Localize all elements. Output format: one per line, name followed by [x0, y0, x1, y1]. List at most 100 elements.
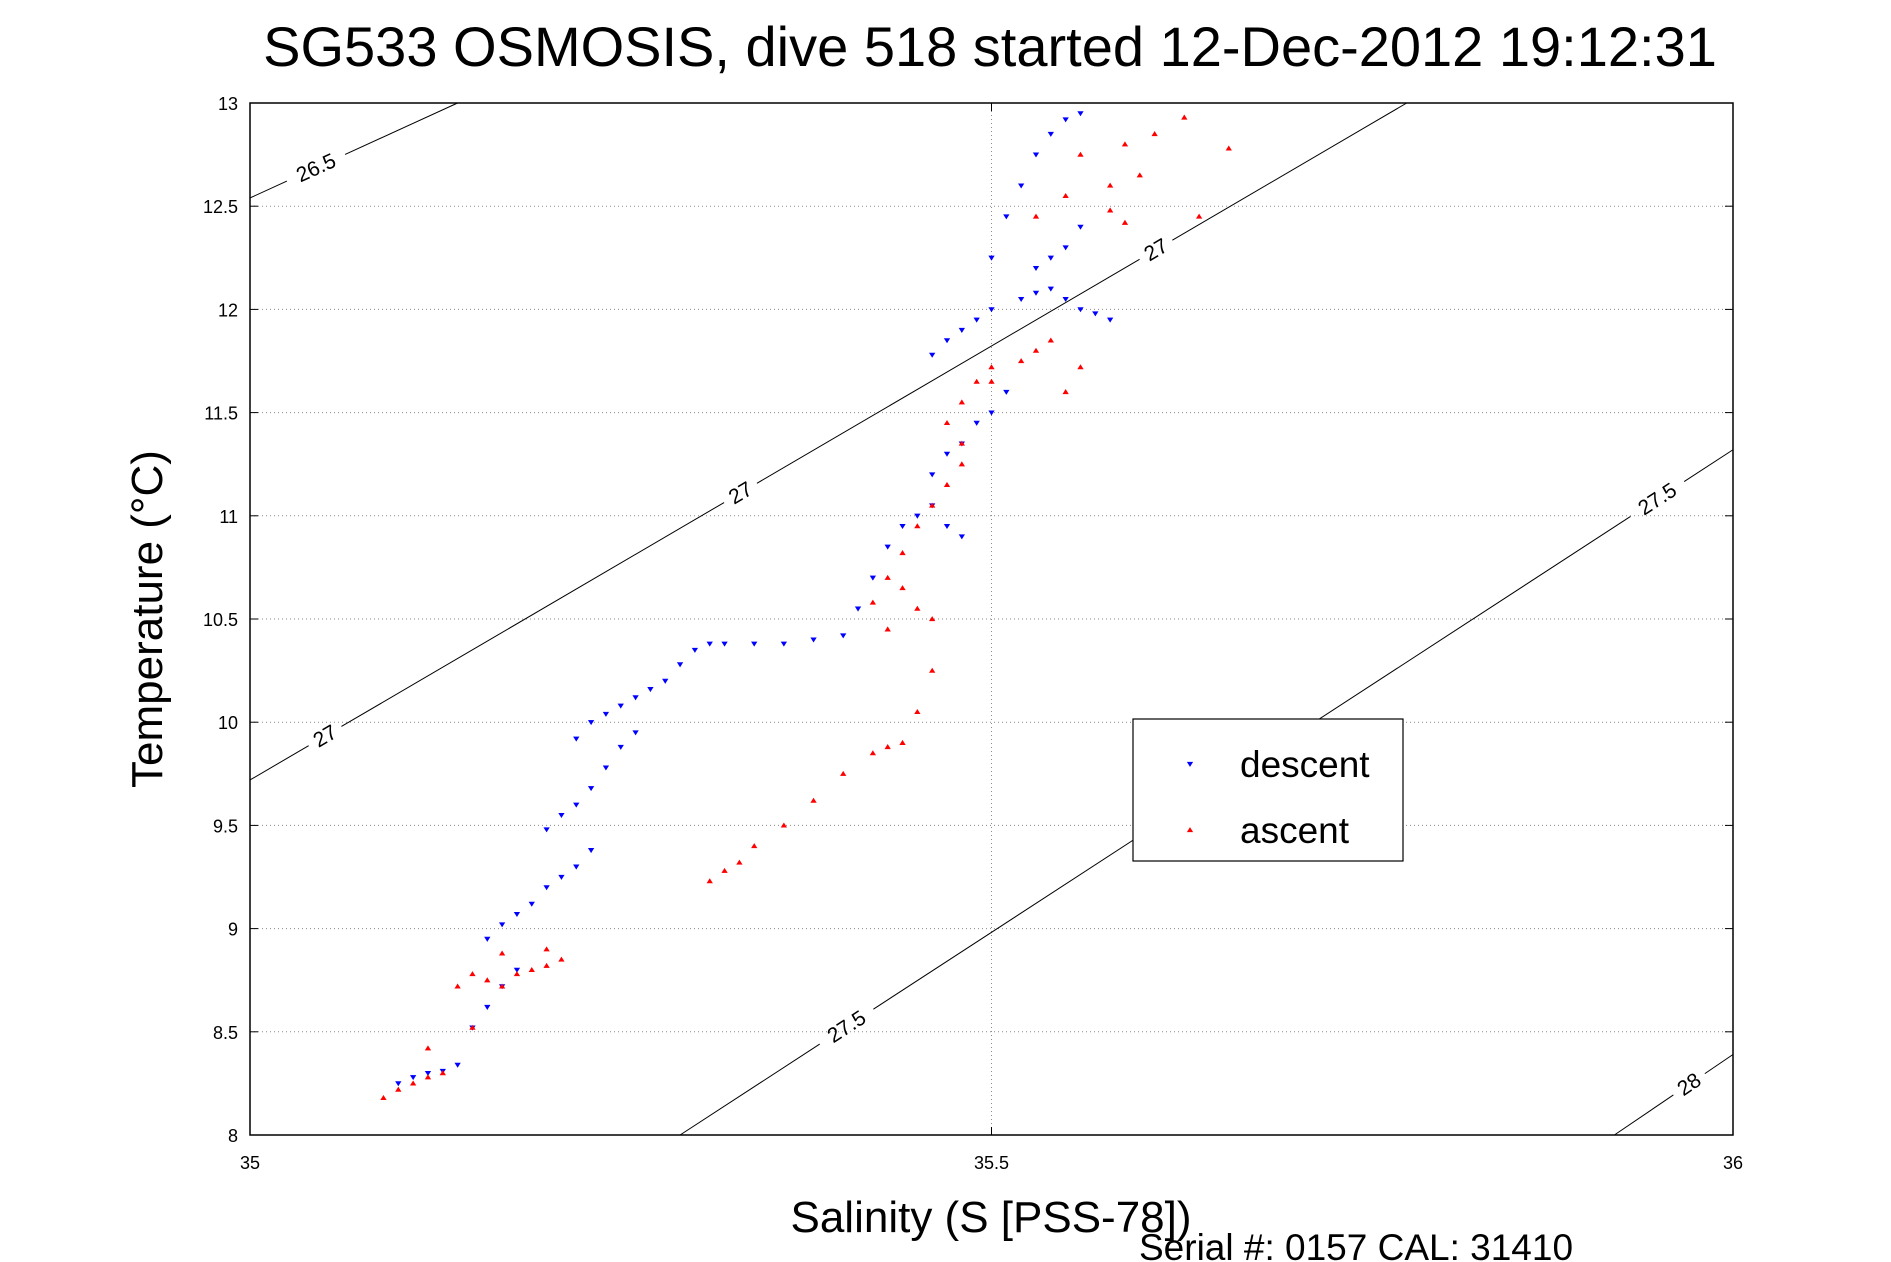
- ascent-point: [751, 843, 758, 849]
- ascent-point: [973, 378, 980, 384]
- ascent-point: [914, 708, 921, 715]
- ascent-point: [988, 378, 995, 384]
- ascent-point: [958, 461, 965, 467]
- descent-point: [810, 637, 817, 643]
- descent-point: [869, 575, 877, 581]
- descent-point: [1092, 311, 1099, 317]
- y-tick-label: 10: [218, 713, 238, 733]
- ascent-point: [439, 1070, 446, 1076]
- ascent-point: [484, 977, 491, 983]
- legend: descent ascent: [1132, 718, 1404, 862]
- y-tick-label: 11: [219, 507, 238, 527]
- x-tick-label: 35: [240, 1153, 260, 1173]
- ascent-point: [558, 956, 565, 962]
- ascent-point: [1136, 172, 1143, 178]
- descent-point: [617, 744, 624, 750]
- ascent-point: [840, 770, 847, 776]
- ascent-point: [780, 822, 788, 828]
- descent-point: [1077, 307, 1084, 313]
- descent-point: [543, 827, 550, 833]
- descent-point: [780, 641, 788, 647]
- density-contour-line: [344, 102, 458, 155]
- descent-point: [1062, 117, 1069, 123]
- density-contour-line: [679, 1043, 821, 1136]
- descent-point: [602, 711, 610, 717]
- density-contour-line: [756, 258, 1140, 484]
- ascent-point: [1121, 219, 1129, 225]
- descent-point: [454, 1062, 461, 1068]
- descent-point: [1062, 296, 1069, 302]
- descent-point: [424, 1070, 432, 1076]
- ascent-point: [958, 399, 965, 405]
- descent-point: [914, 513, 921, 519]
- ascent-point: [1032, 347, 1040, 353]
- density-contour-line: [1683, 449, 1734, 482]
- ascent-point: [513, 971, 521, 977]
- ascent-point: [1032, 213, 1040, 219]
- ascent-point: [424, 1045, 432, 1051]
- ascent-point: [914, 523, 921, 529]
- ascent-point: [929, 616, 936, 622]
- ascent-point: [810, 797, 817, 803]
- y-tick-label: 12.5: [203, 197, 238, 217]
- descent-point: [558, 874, 565, 880]
- ascent-point: [884, 626, 891, 632]
- density-contour-line: [341, 502, 725, 727]
- legend-marker-ascent: [1186, 827, 1194, 833]
- descent-point: [558, 812, 565, 818]
- ascent-point: [1062, 389, 1069, 395]
- ascent-point: [929, 502, 936, 508]
- descent-point: [602, 765, 610, 771]
- serial-cal-footer: Serial #: 0157 CAL: 31410: [1139, 1227, 1573, 1262]
- descent-point: [988, 410, 995, 416]
- ascent-point: [943, 481, 951, 487]
- descent-point: [587, 786, 595, 792]
- descent-point: [929, 352, 936, 358]
- descent-point: [943, 523, 951, 530]
- ascent-point: [929, 667, 936, 673]
- legend-box: [1132, 718, 1404, 862]
- density-contour-line: [1172, 102, 1407, 241]
- ascent-point: [958, 440, 965, 446]
- descent-point: [587, 720, 595, 726]
- descent-point: [1106, 317, 1114, 323]
- y-tick-label: 13: [218, 94, 238, 114]
- descent-point: [958, 327, 965, 333]
- descent-point: [884, 544, 891, 550]
- descent-point: [854, 606, 862, 612]
- ascent-point: [1121, 141, 1129, 147]
- ascent-point: [1225, 145, 1232, 151]
- descent-point: [513, 967, 521, 973]
- ascent-point: [899, 550, 906, 556]
- y-tick-label: 9.5: [213, 816, 238, 836]
- ascent-point: [721, 867, 728, 873]
- ascent-point: [943, 420, 951, 426]
- ascent-point: [988, 364, 995, 370]
- legend-label-descent: descent: [1240, 744, 1370, 785]
- ascent-point: [1018, 358, 1025, 364]
- x-axis-label: Salinity (S [PSS-78]): [790, 1193, 1191, 1242]
- descent-point: [1077, 224, 1084, 230]
- descent-point: [840, 633, 847, 639]
- descent-point: [1062, 245, 1069, 251]
- descent-point: [587, 848, 595, 854]
- descent-point: [662, 678, 669, 684]
- density-contour-line: [1614, 1094, 1674, 1136]
- ascent-point: [884, 744, 891, 750]
- descent-point: [1018, 183, 1025, 189]
- ascent-point: [869, 750, 877, 756]
- descent-point: [929, 472, 936, 478]
- descent-point: [751, 641, 758, 647]
- descent-point: [973, 317, 980, 323]
- legend-label-ascent: ascent: [1240, 810, 1350, 851]
- descent-point: [573, 864, 580, 870]
- descent-point: [943, 451, 951, 457]
- y-axis-label: Temperature (°C): [123, 450, 172, 788]
- density-contour-line: [249, 745, 309, 781]
- y-tick-label: 12: [218, 300, 238, 320]
- y-tick-label: 10.5: [203, 610, 238, 630]
- descent-point: [617, 703, 624, 709]
- density-contour-line: [1704, 1054, 1734, 1075]
- ascent-point: [899, 585, 906, 591]
